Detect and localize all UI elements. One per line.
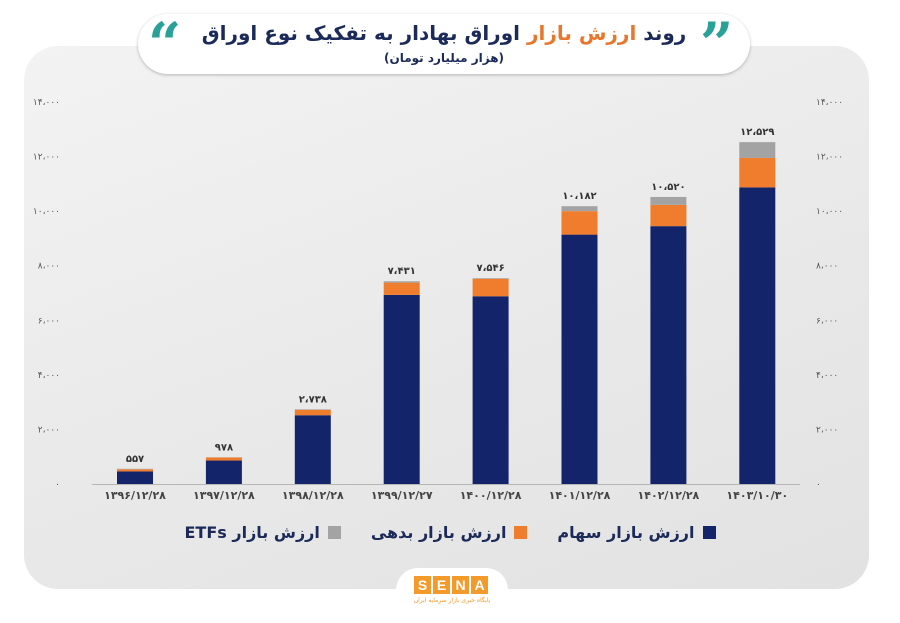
chart-card — [24, 46, 869, 589]
logo-letter: S — [414, 576, 431, 594]
y-tick-label-left: ۲،۰۰۰ — [38, 425, 60, 435]
y-tick-label-left: ۸،۰۰۰ — [38, 262, 60, 272]
quote-close-icon: ” — [700, 10, 734, 78]
y-tick-label-right: ۴،۰۰۰ — [816, 371, 838, 381]
bar-segment-stocks — [205, 460, 242, 484]
legend-swatch-stocks — [702, 525, 716, 539]
bar-segment-stocks — [650, 226, 687, 484]
bar-total-label: ۱۲،۵۲۹ — [740, 127, 774, 138]
logo-letter: A — [471, 576, 488, 594]
legend-swatch-etf — [327, 525, 341, 539]
bar-segment-etf — [472, 278, 509, 279]
quote-open-icon: “ — [148, 10, 182, 78]
bar-segment-debt — [561, 211, 598, 235]
bar-segment-stocks — [472, 296, 509, 484]
legend-swatch-debt — [514, 525, 528, 539]
bar-total-label: ۹۷۸ — [215, 442, 233, 453]
x-tick-label: ۱۴۰۳/۱۰/۳۰ — [726, 489, 788, 502]
legend-label-debt: ارزش بازار بدهی — [370, 522, 507, 542]
bar-total-label: ۱۰،۱۸۲ — [562, 191, 596, 202]
bar-total-label: ۵۵۷ — [126, 454, 144, 465]
bar-total-label: ۱۰،۵۲۰ — [651, 182, 685, 193]
bar-segment-debt — [205, 457, 242, 461]
y-tick-label-right: ۱۰،۰۰۰ — [816, 207, 843, 217]
x-tick-label: ۱۴۰۱/۱۲/۲۸ — [549, 489, 611, 502]
y-tick-label-left: ۱۴،۰۰۰ — [33, 98, 60, 108]
x-tick-label: ۱۳۹۹/۱۲/۲۷ — [371, 489, 433, 502]
logo-letter: N — [452, 576, 469, 594]
bar-segment-etf — [650, 196, 687, 205]
legend-item-etf: ارزش بازار ETFs — [185, 523, 341, 542]
y-tick-label-right: ۸،۰۰۰ — [816, 262, 838, 272]
title-banner: روند ارزش بازار اوراق بهادار به تفکیک نو… — [138, 14, 750, 74]
legend-label-stocks: ارزش بازار سهام — [557, 522, 695, 542]
logo-letters: S E N A — [414, 576, 488, 594]
y-tick-label-right: ۱۲،۰۰۰ — [816, 153, 843, 163]
title-accent: ارزش بازار — [526, 21, 637, 45]
y-tick-label-left: ۱۲،۰۰۰ — [33, 153, 60, 163]
x-tick-label: ۱۴۰۲/۱۲/۲۸ — [638, 489, 700, 502]
y-tick-label-left: ۰ — [55, 480, 60, 490]
chart-legend: ارزش بازار سهام ارزش بازار بدهی ارزش باز… — [0, 520, 900, 544]
bar-segment-debt — [117, 469, 153, 472]
bar-segment-debt — [294, 409, 331, 416]
y-tick-label-right: ۶،۰۰۰ — [816, 316, 838, 326]
bar-segment-etf — [739, 142, 776, 158]
bar-total-label: ۷،۵۴۶ — [476, 263, 504, 274]
bar-segment-etf — [561, 206, 598, 212]
bar-segment-stocks — [739, 187, 776, 484]
chart-subtitle: (هزار میلیارد تومان) — [383, 51, 505, 65]
y-tick-label-right: ۱۴،۰۰۰ — [816, 98, 843, 108]
title-part1: روند — [643, 21, 687, 45]
title-part2: اوراق بهادار به تفکیک نوع اوراق — [201, 21, 520, 45]
chart-title: روند ارزش بازار اوراق بهادار به تفکیک نو… — [138, 21, 750, 45]
y-tick-label-left: ۱۰،۰۰۰ — [33, 207, 60, 217]
bar-segment-stocks — [561, 234, 598, 484]
x-tick-label: ۱۳۹۸/۱۲/۲۸ — [282, 489, 344, 502]
bar-segment-debt — [650, 204, 687, 227]
logo-tagline: پایگاه خبری بازار سرمایه ایران — [413, 597, 491, 604]
y-tick-label-right: ۰ — [816, 480, 821, 490]
bar-segment-debt — [472, 278, 509, 297]
y-tick-label-left: ۶،۰۰۰ — [38, 316, 60, 326]
logo-letter: E — [433, 576, 450, 594]
bar-total-label: ۷،۴۳۱ — [388, 266, 416, 277]
x-tick-label: ۱۳۹۷/۱۲/۲۸ — [193, 489, 255, 502]
bar-segment-stocks — [294, 415, 331, 484]
bar-segment-debt — [739, 157, 776, 188]
x-tick-label: ۱۴۰۰/۱۲/۲۸ — [460, 489, 522, 502]
bar-segment-stocks — [383, 294, 420, 484]
sena-logo: S E N A پایگاه خبری بازار سرمایه ایران — [396, 568, 508, 614]
bar-segment-debt — [383, 282, 420, 295]
legend-label-etf: ارزش بازار ETFs — [184, 522, 320, 542]
bar-segment-etf — [383, 281, 420, 283]
y-tick-label-right: ۲،۰۰۰ — [816, 425, 838, 435]
x-tick-label: ۱۳۹۶/۱۲/۲۸ — [104, 489, 166, 502]
y-tick-label-left: ۴،۰۰۰ — [38, 371, 60, 381]
bar-total-label: ۲،۷۳۸ — [299, 394, 327, 405]
bar-segment-stocks — [117, 471, 153, 484]
legend-item-stocks: ارزش بازار سهام — [557, 522, 716, 542]
legend-item-debt: ارزش بازار بدهی — [371, 523, 528, 542]
